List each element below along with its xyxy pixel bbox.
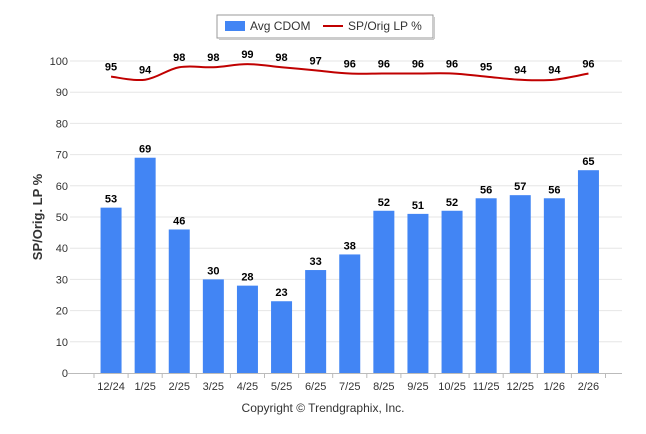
bar-1/25 <box>134 157 156 373</box>
x-tick-label: 12/25 <box>506 381 534 393</box>
y-tick-label: 60 <box>56 181 68 193</box>
line-value-label: 95 <box>105 62 117 74</box>
bar-value-label: 56 <box>548 184 560 196</box>
x-tick-label: 4/25 <box>237 381 258 393</box>
x-tick-label: 2/25 <box>169 381 190 393</box>
bar-value-label: 52 <box>446 197 458 209</box>
line-value-label: 96 <box>582 58 594 70</box>
bar-series <box>100 157 599 373</box>
x-tick-label: 6/25 <box>305 381 326 393</box>
bar-3/25 <box>202 279 224 373</box>
bar-value-label: 46 <box>173 215 185 227</box>
x-tick-label: 12/24 <box>97 381 125 393</box>
legend: Avg CDOM SP/Orig LP % <box>216 14 435 40</box>
line-value-label: 96 <box>446 58 458 70</box>
bar-value-label: 33 <box>310 256 322 268</box>
y-tick-label: 90 <box>56 87 68 99</box>
line-value-label: 94 <box>548 65 561 77</box>
bar-2/25 <box>168 229 190 373</box>
line-value-label: 99 <box>241 49 253 61</box>
bar-6/25 <box>305 270 327 373</box>
legend-label-sp-orig-lp: SP/Orig LP % <box>348 19 422 33</box>
y-axis-title: SP/Orig. LP % <box>30 173 45 260</box>
x-tick-label: 5/25 <box>271 381 292 393</box>
bar-9/25 <box>407 213 429 373</box>
bar-value-label: 69 <box>139 144 151 156</box>
bar-value-label: 23 <box>275 287 287 299</box>
bar-value-label: 52 <box>378 197 390 209</box>
line-value-label: 95 <box>480 62 492 74</box>
bar-2/26 <box>577 170 599 373</box>
x-tick-label: 11/25 <box>473 381 500 393</box>
y-tick-label: 30 <box>56 274 68 286</box>
line-value-label: 98 <box>275 52 287 64</box>
x-tick-label: 9/25 <box>407 381 428 393</box>
y-tick-label: 50 <box>56 212 68 224</box>
bar-value-label: 57 <box>514 181 526 193</box>
copyright-text: Copyright © Trendgraphix, Inc. <box>241 401 405 415</box>
y-tick-label: 40 <box>56 243 68 255</box>
bar-12/25 <box>509 195 531 373</box>
bar-value-label: 51 <box>412 200 424 212</box>
line-value-label: 94 <box>514 65 527 77</box>
bar-8/25 <box>373 210 395 373</box>
legend-swatch-avg-cdom <box>225 21 245 31</box>
y-tick-label: 100 <box>50 56 68 68</box>
bar-7/25 <box>339 254 361 373</box>
gridlines <box>70 60 622 343</box>
bar-value-label: 56 <box>480 184 492 196</box>
line-value-label: 96 <box>344 58 356 70</box>
bar-10/25 <box>441 210 463 373</box>
y-tick-label: 20 <box>56 306 68 318</box>
line-value-label: 94 <box>139 65 152 77</box>
bar-value-label: 53 <box>105 194 117 206</box>
bar-value-label: 38 <box>344 240 356 252</box>
bar-11/25 <box>475 198 497 373</box>
line-value-label: 96 <box>412 58 424 70</box>
bar-12/24 <box>100 207 122 373</box>
x-tick-label: 1/26 <box>544 381 565 393</box>
x-tick-label: 3/25 <box>203 381 224 393</box>
x-tick-label: 2/26 <box>578 381 599 393</box>
line-value-label: 98 <box>207 52 219 64</box>
x-tick-label: 7/25 <box>339 381 360 393</box>
bar-value-label: 30 <box>207 265 219 277</box>
bar-1/26 <box>543 198 565 373</box>
bar-value-label: 28 <box>241 272 253 284</box>
y-tick-label: 70 <box>56 150 68 162</box>
y-tick-label: 80 <box>56 118 68 130</box>
bar-5/25 <box>271 301 293 373</box>
x-tick-label: 8/25 <box>373 381 394 393</box>
bar-value-label: 65 <box>582 156 594 168</box>
bar-4/25 <box>236 285 258 373</box>
legend-label-avg-cdom: Avg CDOM <box>250 19 310 33</box>
line-series-sp-orig-lp <box>110 63 589 82</box>
x-tick-label: 1/25 <box>134 381 155 393</box>
x-tick-label: 10/25 <box>438 381 466 393</box>
line-value-label: 98 <box>173 52 185 64</box>
line-value-label: 96 <box>378 58 390 70</box>
line-value-label: 97 <box>310 55 322 67</box>
y-tick-label: 10 <box>56 337 68 349</box>
y-tick-label: 0 <box>62 368 68 380</box>
